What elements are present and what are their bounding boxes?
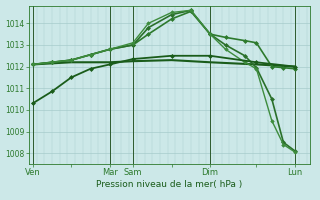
X-axis label: Pression niveau de la mer( hPa ): Pression niveau de la mer( hPa ): [96, 180, 243, 189]
